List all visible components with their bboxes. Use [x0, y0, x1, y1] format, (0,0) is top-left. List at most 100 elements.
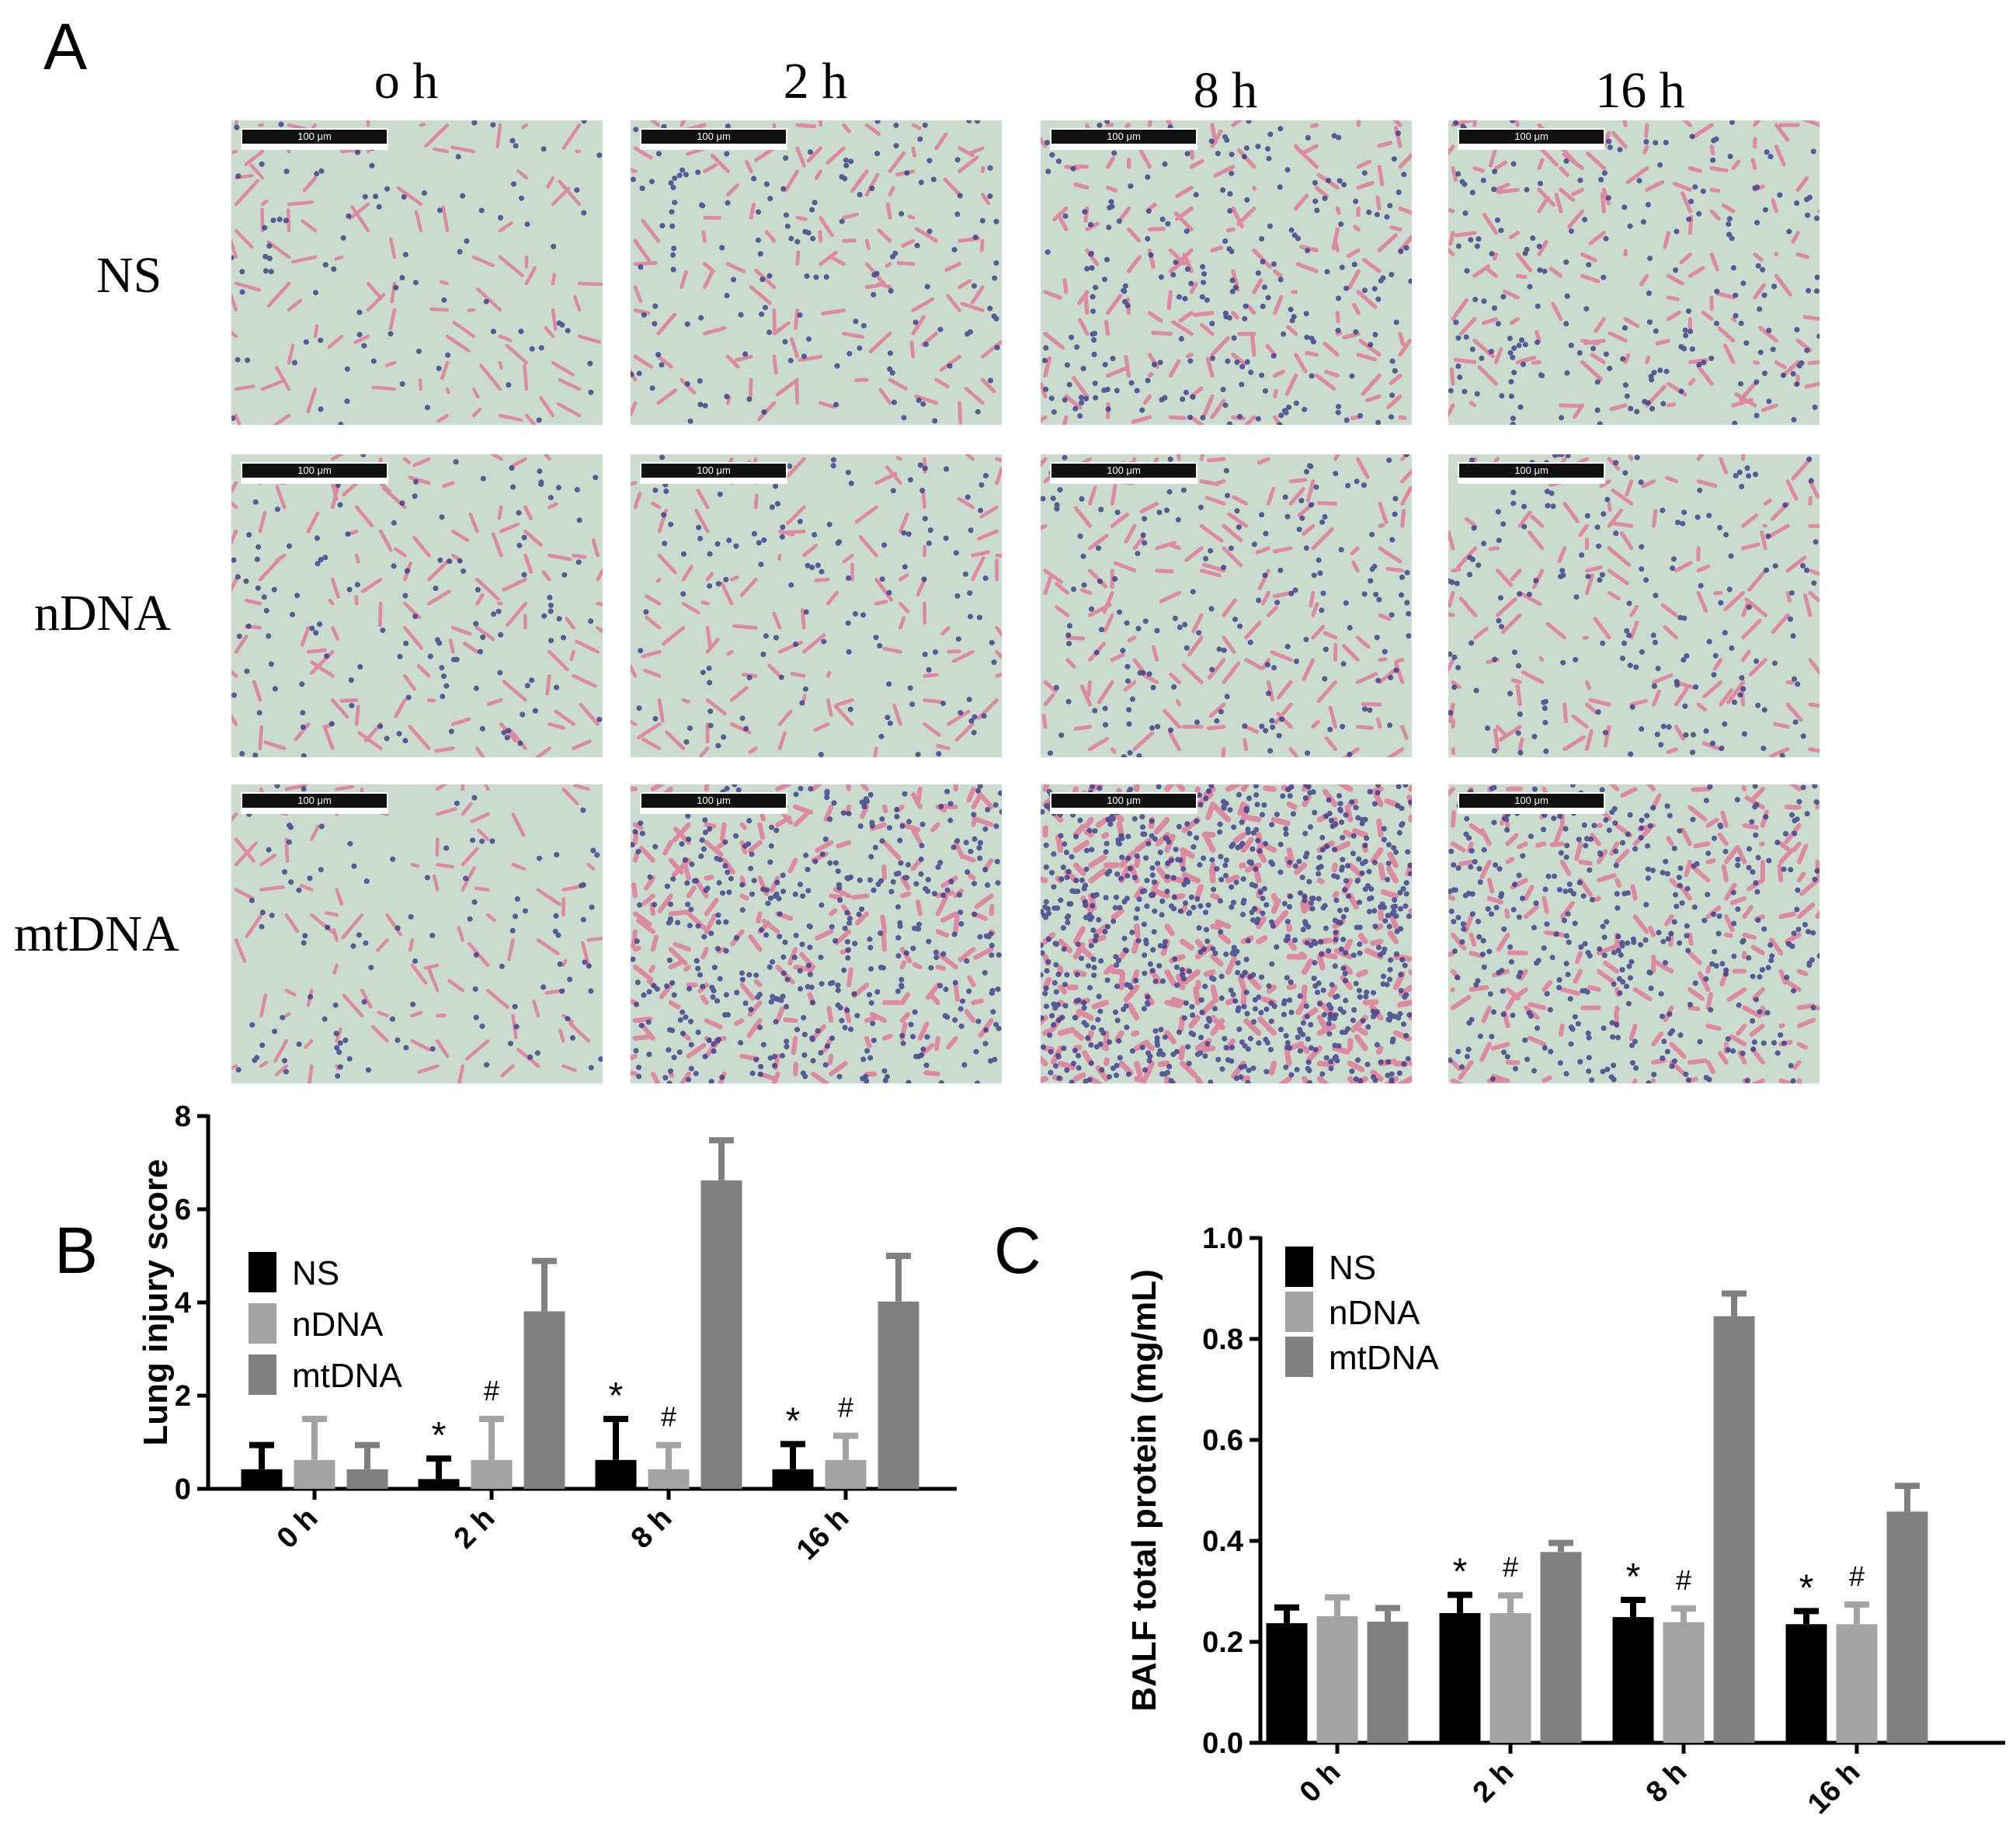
bar-mtdna-1 — [523, 1311, 565, 1489]
significance-star: * — [1799, 1567, 1814, 1608]
column-header-0h: o h — [374, 53, 439, 110]
y-axis-label: Lung injury score — [137, 1159, 175, 1445]
scale-bar: 100 μm — [241, 462, 388, 484]
scale-bar-label: 100 μm — [1514, 464, 1548, 476]
micrograph-ndna-2h: 100 μm — [631, 454, 1002, 757]
bar-ndna-2 — [1663, 1622, 1705, 1743]
legend-label-mtdna: mtDNA — [1329, 1339, 1439, 1377]
row-header-mtdna: mtDNA — [14, 906, 179, 962]
scale-bar-label: 100 μm — [1107, 130, 1141, 142]
bar-mtdna-3 — [1886, 1511, 1928, 1743]
scale-bar-label: 100 μm — [1514, 795, 1548, 806]
bar-ndna-3 — [1836, 1624, 1878, 1743]
scale-bar: 100 μm — [1458, 462, 1605, 484]
panel-b-label: B — [54, 1214, 99, 1287]
legend-swatch-mtdna — [1285, 1337, 1313, 1377]
micrograph-ns-2h: 100 μm — [631, 120, 1002, 425]
panel-a-label: A — [43, 10, 88, 83]
panel-c-label: C — [994, 1214, 1041, 1287]
legend-swatch-ndna — [1285, 1292, 1313, 1332]
significance-star: * — [432, 1415, 447, 1456]
scale-bar-label: 100 μm — [1107, 464, 1141, 476]
significance-star: * — [786, 1400, 801, 1441]
significance-hash: # — [1676, 1564, 1691, 1596]
bar-ns-3 — [772, 1469, 814, 1489]
scale-bar: 100 μm — [241, 792, 388, 814]
scale-bar: 100 μm — [1050, 792, 1197, 814]
scale-bar-label: 100 μm — [697, 464, 731, 476]
bar-mtdna-3 — [878, 1301, 919, 1489]
bar-ns-2 — [1612, 1617, 1654, 1743]
scale-bar: 100 μm — [640, 792, 787, 814]
scale-bar-label: 100 μm — [297, 464, 332, 476]
significance-hash: # — [1503, 1551, 1518, 1583]
row-header-ndna: nDNA — [34, 585, 171, 642]
scale-bar-label: 100 μm — [1107, 795, 1141, 806]
micrograph-ndna-0h: 100 μm — [231, 454, 603, 757]
legend-swatch-ns — [249, 1252, 276, 1292]
micrograph-ns-0h: 100 μm — [231, 120, 603, 425]
x-tick-label: 0 h — [1294, 1756, 1347, 1810]
row-header-ns: NS — [96, 247, 162, 304]
y-tick-label: 6 — [175, 1194, 191, 1226]
bar-ndna-1 — [1489, 1612, 1531, 1743]
significance-hash: # — [1849, 1560, 1865, 1592]
bar-ndna-3 — [825, 1459, 867, 1489]
scale-bar-label: 100 μm — [697, 130, 731, 142]
legend-swatch-ndna — [249, 1303, 276, 1344]
column-header-2h: 2 h — [783, 53, 848, 110]
significance-hash: # — [484, 1375, 499, 1407]
y-tick-label: 0.0 — [1202, 1727, 1243, 1760]
bar-mtdna-1 — [1540, 1552, 1582, 1743]
micrograph-ndna-8h: 100 μm — [1041, 454, 1412, 757]
scale-bar: 100 μm — [241, 128, 388, 150]
legend-label-ndna: nDNA — [292, 1306, 384, 1344]
legend-label-ndna: nDNA — [1329, 1294, 1420, 1332]
bar-mtdna-2 — [1713, 1316, 1755, 1743]
significance-hash: # — [838, 1392, 853, 1424]
y-tick-label: 0.6 — [1202, 1424, 1243, 1457]
bar-mtdna-0 — [346, 1469, 388, 1489]
scale-bar: 100 μm — [640, 128, 787, 150]
y-tick-label: 8 — [175, 1101, 191, 1133]
bar-ns-0 — [241, 1469, 283, 1489]
bar-mtdna-2 — [700, 1180, 742, 1489]
bar-ndna-2 — [648, 1469, 690, 1489]
bar-ns-3 — [1785, 1624, 1827, 1743]
column-header-8h: 8 h — [1193, 62, 1258, 119]
scale-bar: 100 μm — [1050, 128, 1197, 150]
y-tick-label: 0.4 — [1202, 1525, 1243, 1558]
scale-bar: 100 μm — [1050, 462, 1197, 484]
x-tick-label: 16 h — [1802, 1756, 1866, 1820]
scale-bar-label: 100 μm — [297, 795, 332, 806]
micrograph-mtdna-2h: 100 μm — [631, 784, 1002, 1083]
y-tick-label: 0 — [175, 1473, 191, 1506]
y-axis-label: BALF total protein (mg/mL) — [1125, 1269, 1163, 1712]
micrograph-ns-8h: 100 μm — [1041, 120, 1412, 425]
legend-label-ns: NS — [292, 1254, 339, 1292]
scale-bar: 100 μm — [1458, 792, 1605, 814]
scale-bar-label: 100 μm — [297, 130, 332, 142]
bar-ns-2 — [595, 1459, 637, 1489]
micrograph-mtdna-8h: 100 μm — [1041, 784, 1412, 1083]
micrograph-ndna-16h: 100 μm — [1448, 454, 1820, 757]
scale-bar: 100 μm — [1458, 128, 1605, 150]
y-tick-label: 4 — [175, 1287, 191, 1320]
significance-star: * — [1626, 1556, 1641, 1598]
micrograph-mtdna-0h: 100 μm — [231, 784, 603, 1083]
micrograph-mtdna-16h: 100 μm — [1448, 784, 1820, 1083]
bar-ndna-0 — [294, 1459, 335, 1489]
y-tick-label: 1.0 — [1202, 1222, 1243, 1255]
legend-label-mtdna: mtDNA — [292, 1357, 402, 1395]
bar-ns-0 — [1266, 1622, 1308, 1743]
scale-bar-label: 100 μm — [697, 795, 731, 806]
bar-ns-1 — [418, 1479, 460, 1489]
scale-bar: 100 μm — [640, 462, 787, 484]
x-tick-label: 2 h — [1467, 1756, 1521, 1810]
legend-label-ns: NS — [1329, 1249, 1376, 1287]
bar-ndna-1 — [471, 1459, 513, 1489]
significance-hash: # — [661, 1401, 676, 1433]
bar-ns-1 — [1439, 1612, 1481, 1743]
